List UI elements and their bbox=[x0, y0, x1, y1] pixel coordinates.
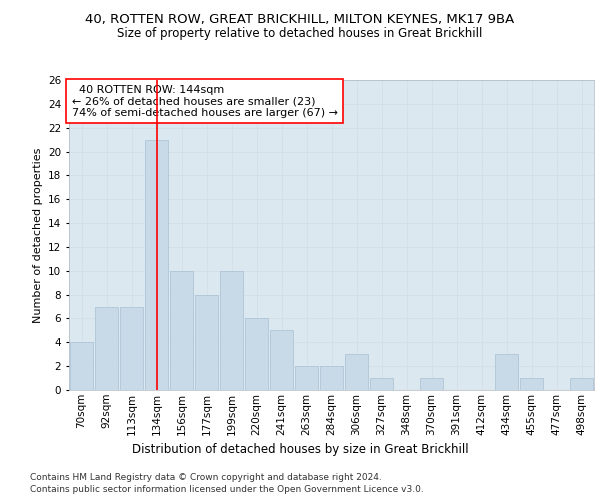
Bar bbox=[345, 354, 368, 390]
Bar bbox=[370, 378, 393, 390]
Bar bbox=[220, 271, 243, 390]
Text: 40 ROTTEN ROW: 144sqm
← 26% of detached houses are smaller (23)
74% of semi-deta: 40 ROTTEN ROW: 144sqm ← 26% of detached … bbox=[71, 84, 338, 118]
Text: Contains public sector information licensed under the Open Government Licence v3: Contains public sector information licen… bbox=[30, 485, 424, 494]
Text: Size of property relative to detached houses in Great Brickhill: Size of property relative to detached ho… bbox=[118, 28, 482, 40]
Bar bbox=[95, 306, 118, 390]
Bar bbox=[495, 354, 518, 390]
Text: 40, ROTTEN ROW, GREAT BRICKHILL, MILTON KEYNES, MK17 9BA: 40, ROTTEN ROW, GREAT BRICKHILL, MILTON … bbox=[85, 12, 515, 26]
Text: Contains HM Land Registry data © Crown copyright and database right 2024.: Contains HM Land Registry data © Crown c… bbox=[30, 472, 382, 482]
Bar bbox=[195, 294, 218, 390]
Bar bbox=[320, 366, 343, 390]
Bar bbox=[70, 342, 93, 390]
Bar bbox=[295, 366, 318, 390]
Bar bbox=[245, 318, 268, 390]
Bar bbox=[570, 378, 593, 390]
Bar bbox=[420, 378, 443, 390]
Bar bbox=[145, 140, 168, 390]
Bar bbox=[520, 378, 543, 390]
Y-axis label: Number of detached properties: Number of detached properties bbox=[32, 148, 43, 322]
Bar bbox=[170, 271, 193, 390]
Bar bbox=[270, 330, 293, 390]
Bar bbox=[120, 306, 143, 390]
Text: Distribution of detached houses by size in Great Brickhill: Distribution of detached houses by size … bbox=[131, 442, 469, 456]
